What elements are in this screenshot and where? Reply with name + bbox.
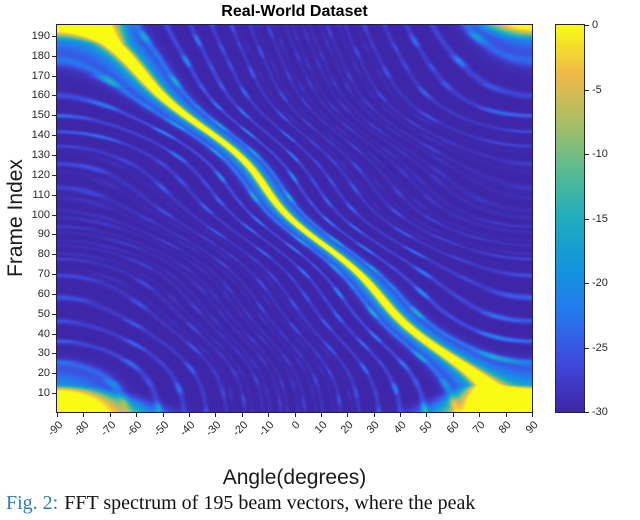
y-tick-mark [52, 254, 57, 256]
colorbar-tick-mark [585, 89, 589, 91]
y-tick-mark [52, 393, 57, 395]
colorbar-tick-mark [585, 412, 589, 413]
heatmap-canvas [57, 25, 532, 412]
x-tick-label: 20 [338, 419, 356, 437]
y-tick-label: 80 [37, 248, 50, 261]
x-tick-mark [294, 412, 296, 417]
y-tick-label: 60 [37, 287, 50, 300]
y-tick-mark [52, 154, 57, 156]
y-tick-label: 170 [31, 69, 50, 82]
colorbar-tick-label: -15 [592, 212, 608, 225]
x-tick-label: 10 [312, 419, 330, 437]
y-tick-mark [52, 194, 57, 196]
x-tick-label: 0 [290, 419, 303, 432]
colorbar-tick-mark [585, 154, 589, 155]
y-tick-label: 110 [32, 188, 50, 201]
y-tick-mark [52, 214, 57, 216]
y-tick-label: 20 [37, 367, 50, 380]
x-tick-mark [215, 412, 217, 417]
caption-text: FFT spectrum of 195 beam vectors, where … [64, 492, 476, 514]
y-tick-mark [52, 75, 57, 77]
chart-title: Real-World Dataset [221, 3, 368, 20]
x-tick-label: -30 [204, 419, 224, 439]
y-tick-mark [52, 55, 57, 57]
y-tick-mark [52, 135, 57, 137]
y-tick-mark [52, 234, 57, 236]
x-tick-label: 40 [391, 419, 409, 437]
y-tick-label: 50 [37, 307, 50, 320]
x-tick-mark [479, 412, 481, 417]
y-tick-label: 150 [31, 109, 50, 122]
colorbar-tick-mark [585, 283, 589, 284]
colorbar-tick-mark [585, 25, 589, 26]
x-tick-mark [400, 412, 402, 417]
x-tick-label: -10 [256, 419, 277, 439]
x-tick-label: -40 [177, 419, 198, 439]
y-tick-mark [52, 333, 57, 335]
y-tick-mark [52, 293, 57, 295]
y-tick-label: 30 [37, 347, 50, 360]
x-tick-label: -60 [124, 419, 145, 439]
y-tick-label: 190 [31, 29, 50, 42]
y-tick-label: 100 [31, 208, 50, 221]
y-tick-label: 70 [37, 268, 50, 281]
colorbar [555, 24, 585, 413]
x-tick-mark [83, 412, 85, 417]
x-tick-mark [162, 412, 164, 417]
y-tick-mark [52, 95, 57, 97]
colorbar-tick-label: -20 [592, 277, 608, 289]
colorbar-tick-mark [585, 218, 589, 220]
x-tick-label: 60 [444, 419, 462, 437]
x-tick-mark [532, 412, 533, 417]
x-tick-label: 70 [470, 419, 488, 437]
y-tick-mark [52, 353, 57, 355]
x-tick-mark [241, 412, 243, 417]
x-tick-label: -80 [72, 419, 92, 439]
y-tick-label: 140 [31, 129, 50, 142]
x-tick-mark [347, 412, 349, 417]
x-tick-mark [452, 412, 454, 417]
colorbar-tick-label: -5 [592, 83, 602, 96]
y-tick-label: 160 [31, 89, 50, 102]
x-axis-label: Angle(degrees) [222, 466, 367, 489]
heatmap-plot [56, 24, 533, 413]
y-tick-label: 10 [37, 387, 50, 400]
caption-label: Fig. 2: [6, 492, 59, 514]
x-tick-mark [505, 412, 507, 417]
y-tick-label: 90 [37, 228, 50, 241]
x-tick-mark [57, 412, 58, 417]
x-tick-mark [188, 412, 190, 417]
y-tick-mark [52, 274, 57, 276]
y-tick-mark [52, 174, 57, 176]
x-tick-mark [373, 412, 375, 417]
figure-caption: Fig. 2: FFT spectrum of 195 beam vectors,… [6, 492, 475, 515]
y-tick-label: 130 [31, 148, 50, 161]
x-tick-label: -20 [230, 419, 251, 439]
y-tick-mark [52, 373, 57, 375]
x-tick-label: -90 [45, 419, 66, 439]
x-tick-label: 50 [417, 419, 435, 437]
x-tick-label: 30 [364, 419, 383, 437]
x-tick-label: 90 [523, 419, 541, 437]
x-tick-mark [136, 412, 138, 417]
colorbar-tick-mark [585, 347, 589, 349]
y-tick-mark [52, 35, 57, 37]
x-tick-label: 80 [496, 419, 515, 437]
x-tick-mark [268, 412, 270, 417]
colorbar-tick-label: 0 [592, 19, 599, 31]
x-tick-label: -50 [151, 419, 172, 439]
y-tick-label: 180 [31, 49, 50, 62]
colorbar-tick-label: -25 [592, 341, 608, 354]
x-tick-mark [426, 412, 428, 417]
y-tick-label: 40 [37, 327, 50, 340]
colorbar-tick-label: -30 [592, 406, 608, 418]
x-tick-label: -70 [98, 419, 119, 439]
x-tick-mark [320, 412, 322, 417]
y-tick-mark [52, 115, 57, 117]
colorbar-tick-label: -10 [592, 148, 608, 160]
y-tick-label: 120 [31, 168, 50, 181]
y-tick-mark [52, 313, 57, 315]
x-tick-mark [109, 412, 111, 417]
